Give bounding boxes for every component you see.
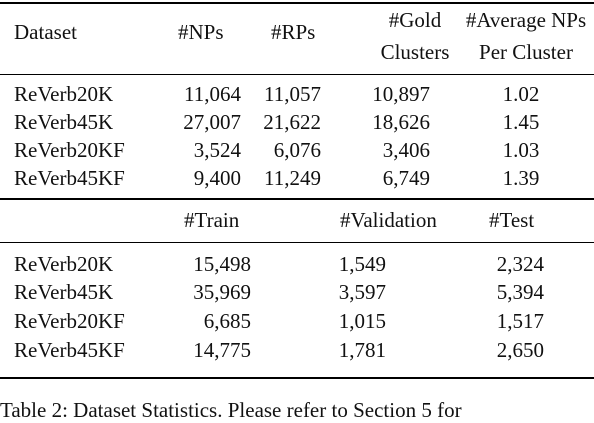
- row-nps: 27,007: [183, 110, 241, 134]
- header-test: #Test: [489, 208, 535, 232]
- header-gold-line1: #Gold: [388, 8, 442, 32]
- row-gold-clusters: 3,406: [382, 138, 430, 162]
- section-divider-rule: [0, 198, 594, 200]
- row-train: 35,969: [193, 280, 251, 304]
- row-nps: 3,524: [193, 138, 241, 162]
- row-test: 2,324: [496, 252, 544, 276]
- row-dataset: ReVerb20K: [14, 252, 114, 276]
- top-rule: [0, 2, 594, 4]
- row-gold-clusters: 18,626: [372, 110, 430, 134]
- row-rps: 11,249: [264, 166, 321, 190]
- row-train: 6,685: [203, 309, 251, 333]
- header-rps: #RPs: [271, 20, 316, 44]
- header-validation: #Validation: [340, 208, 437, 232]
- row-gold-clusters: 6,749: [382, 166, 430, 190]
- row-rps: 21,622: [263, 110, 321, 134]
- row-validation: 1,781: [338, 338, 386, 362]
- row-test: 1,517: [496, 309, 544, 333]
- header-train: #Train: [184, 208, 240, 232]
- row-validation: 1,015: [338, 309, 386, 333]
- row-average-nps: 1.03: [502, 138, 540, 162]
- header-avg-line2: Per Cluster: [479, 40, 573, 64]
- row-dataset: ReVerb45KF: [14, 166, 125, 190]
- row-validation: 1,549: [338, 252, 386, 276]
- header-rule-top: [0, 74, 594, 75]
- row-train: 14,775: [193, 338, 251, 362]
- header-nps: #NPs: [178, 20, 224, 44]
- row-gold-clusters: 10,897: [372, 82, 430, 106]
- row-test: 2,650: [496, 338, 544, 362]
- row-rps: 11,057: [264, 82, 321, 106]
- header-dataset: Dataset: [14, 20, 77, 44]
- row-average-nps: 1.45: [502, 110, 540, 134]
- header-rule-bottom: [0, 242, 594, 243]
- header-avg-line1: #Average NPs: [465, 8, 587, 32]
- table-caption: Table 2: Dataset Statistics. Please refe…: [0, 398, 462, 422]
- row-dataset: ReVerb20KF: [14, 309, 125, 333]
- row-dataset: ReVerb20KF: [14, 138, 125, 162]
- row-train: 15,498: [193, 252, 251, 276]
- row-validation: 3,597: [338, 280, 386, 304]
- row-dataset: ReVerb45KF: [14, 338, 125, 362]
- row-average-nps: 1.39: [502, 166, 540, 190]
- row-dataset: ReVerb45K: [14, 280, 114, 304]
- row-test: 5,394: [496, 280, 544, 304]
- row-average-nps: 1.02: [502, 82, 540, 106]
- row-dataset: ReVerb45K: [14, 110, 114, 134]
- header-gold-line2: Clusters: [380, 40, 450, 64]
- bottom-rule: [0, 377, 594, 379]
- row-nps: 9,400: [193, 166, 241, 190]
- row-dataset: ReVerb20K: [14, 82, 114, 106]
- row-rps: 6,076: [273, 138, 321, 162]
- row-nps: 11,064: [184, 82, 241, 106]
